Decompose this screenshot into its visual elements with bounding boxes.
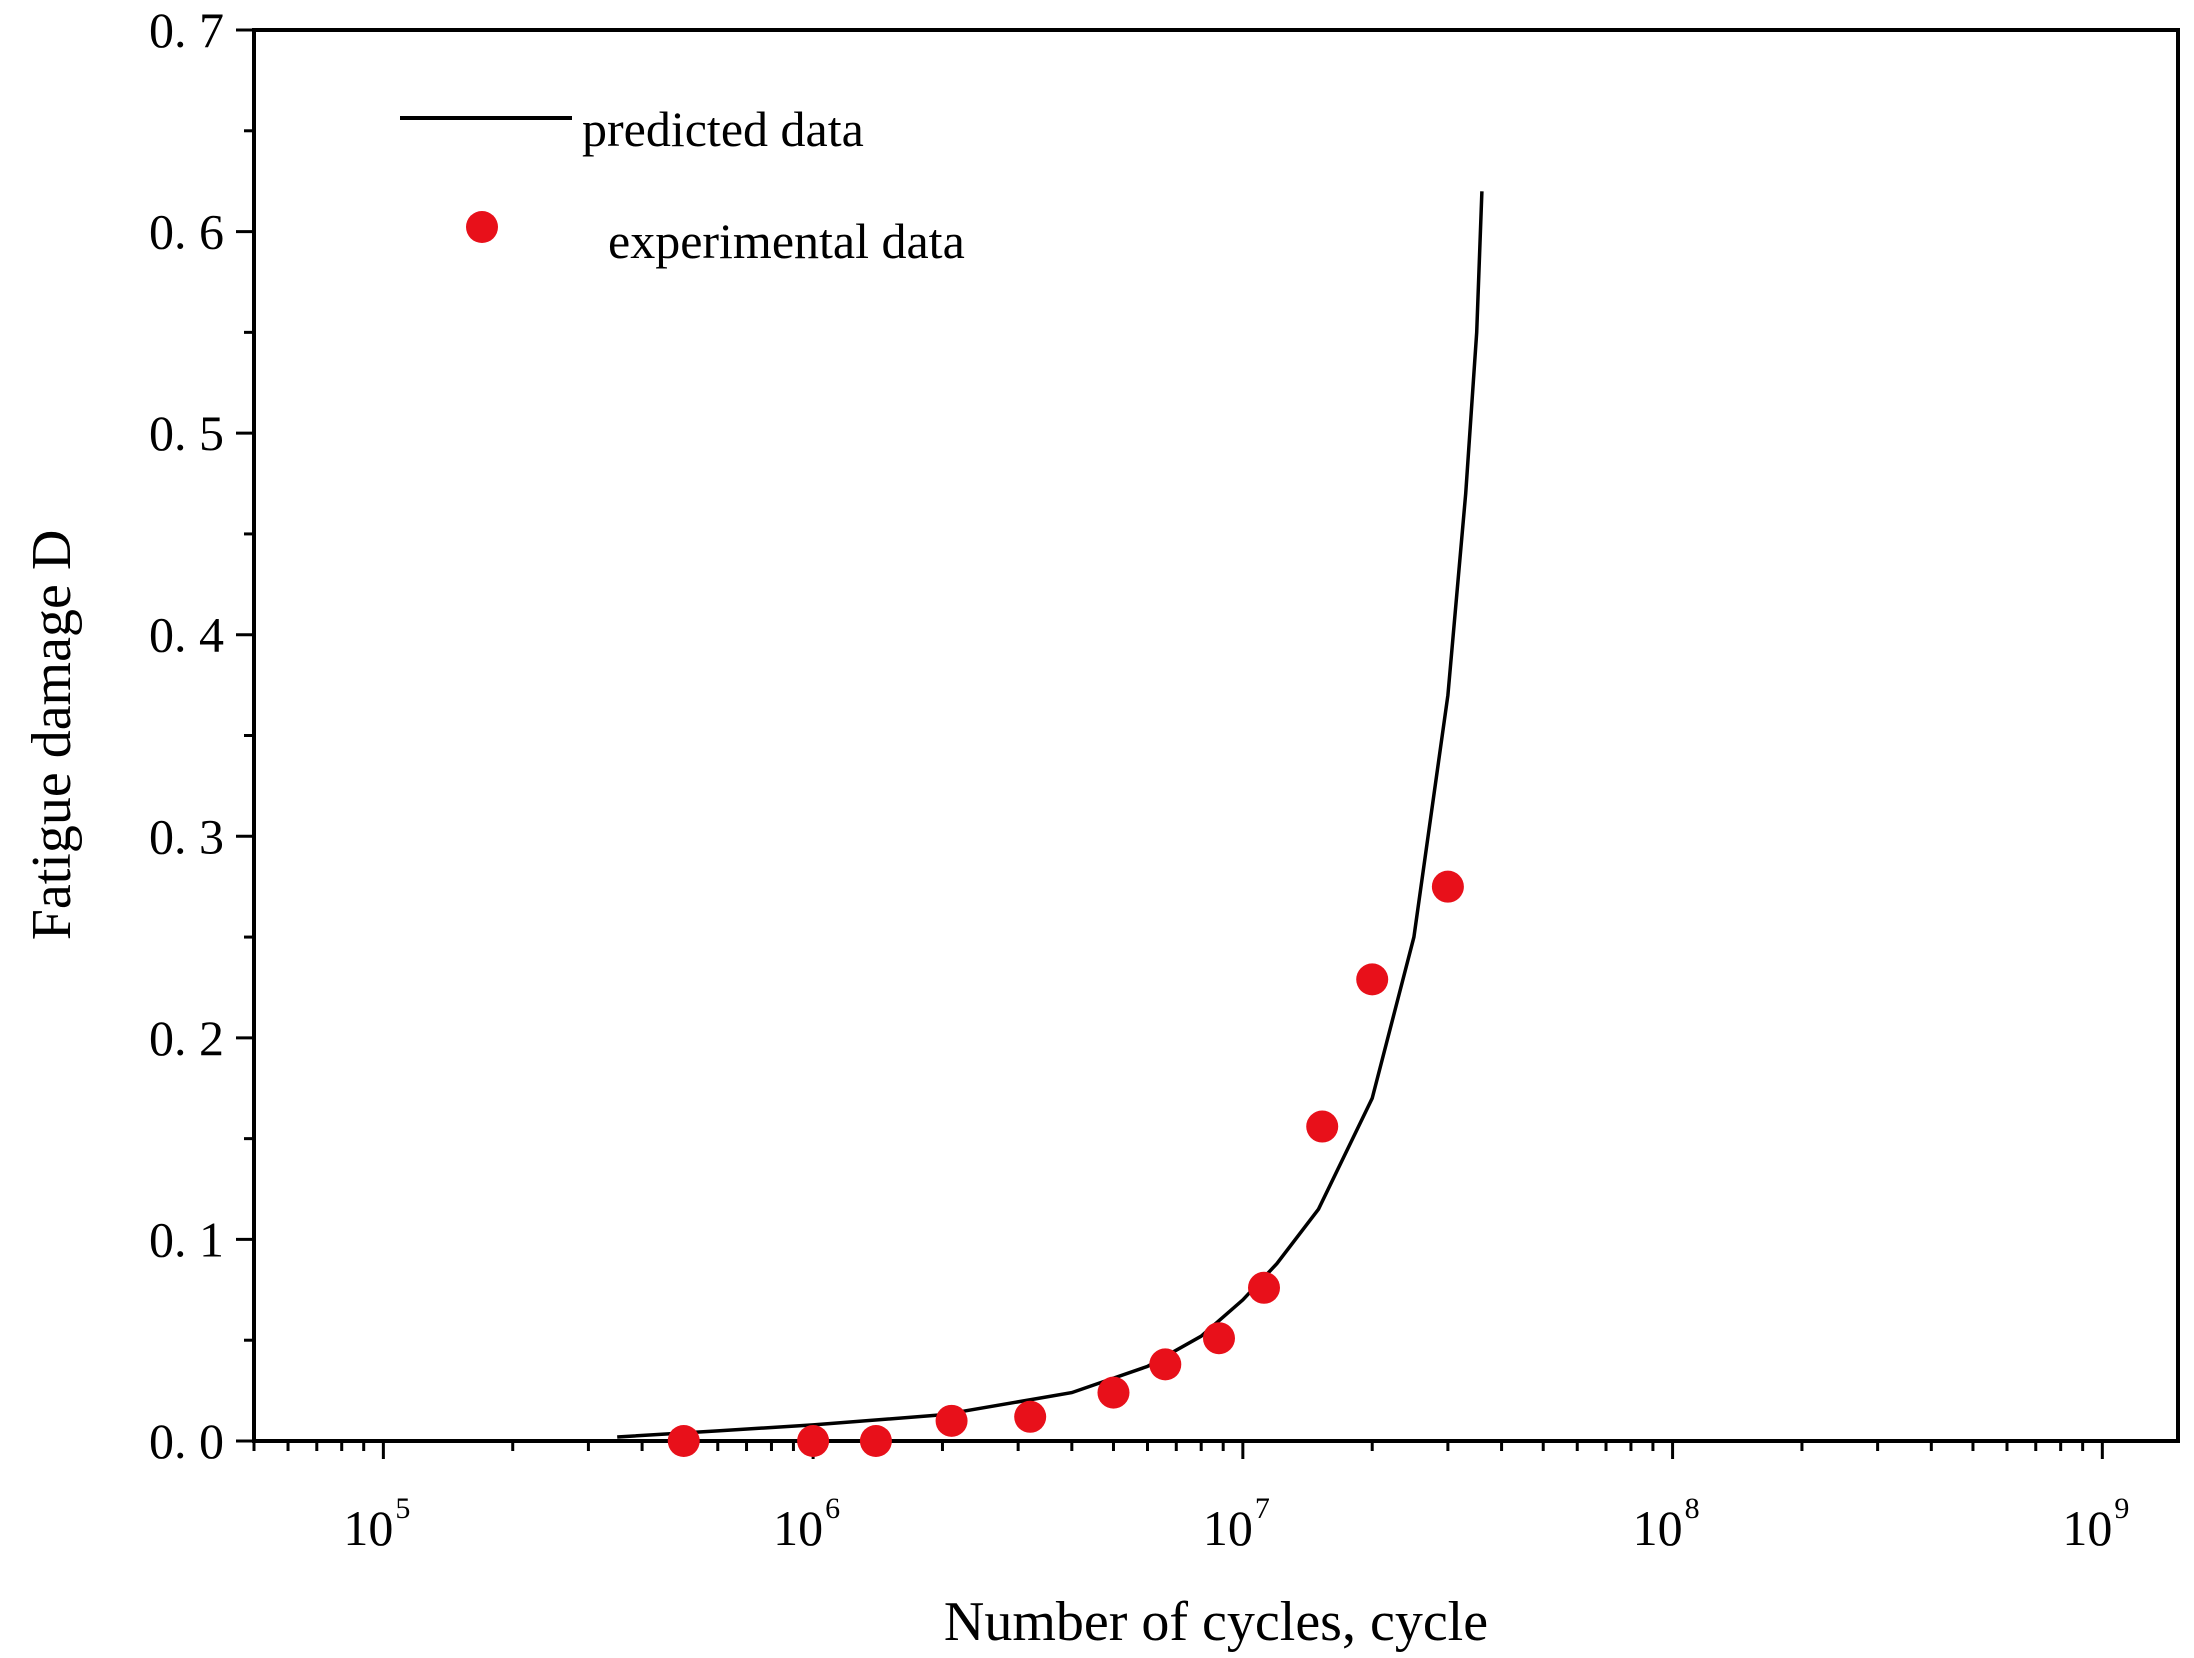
y-tick-label: 0. 7 (149, 2, 224, 58)
experimental-data-point (667, 1425, 700, 1457)
experimental-data-point (1014, 1400, 1047, 1433)
experimental-data-point (935, 1404, 968, 1437)
x-tick-label: 10 9 (2062, 1492, 2129, 1556)
x-tick-label: 10 8 (1633, 1492, 1700, 1556)
experimental-data-point (797, 1425, 830, 1457)
series-layer (617, 191, 1484, 1457)
experimental-data-point (1202, 1322, 1235, 1355)
experimental-data-point (1247, 1271, 1280, 1304)
y-tick-label: 0. 0 (149, 1413, 224, 1469)
x-tick-base: 10 (1203, 1500, 1253, 1556)
x-tick-base: 10 (343, 1500, 393, 1556)
axis-ticks (236, 28, 2104, 1459)
experimental-data-point (1356, 963, 1389, 996)
y-tick-label: 0. 6 (149, 204, 224, 260)
y-axis-tick-labels: 0. 0 0. 1 0. 2 0. 3 0. 4 0. 5 0. 6 0. 7 (149, 2, 224, 1469)
legend: predicted data experimental data (400, 101, 965, 269)
experimental-data-point (859, 1425, 892, 1457)
x-tick-base: 10 (2062, 1500, 2112, 1556)
y-axis-title: Fatigue damage D (21, 530, 83, 941)
x-axis-title: Number of cycles, cycle (944, 1591, 1488, 1653)
x-tick-base: 10 (773, 1500, 823, 1556)
y-tick-label: 0. 4 (149, 607, 224, 663)
x-tick-exponent: 7 (1255, 1492, 1270, 1525)
experimental-data-point (1431, 870, 1464, 903)
x-tick-exponent: 5 (395, 1492, 410, 1525)
legend-label-predicted: predicted data (582, 101, 864, 157)
x-tick-label: 10 5 (343, 1492, 410, 1556)
y-tick-label: 0. 5 (149, 405, 224, 461)
x-tick-exponent: 9 (2114, 1492, 2129, 1525)
y-tick-label: 0. 2 (149, 1010, 224, 1066)
x-axis-tick-labels: 10 5 10 6 10 7 10 8 10 9 (343, 1492, 2129, 1556)
x-tick-exponent: 8 (1685, 1492, 1700, 1525)
x-tick-base: 10 (1633, 1500, 1683, 1556)
x-tick-exponent: 6 (825, 1492, 840, 1525)
y-tick-label: 0. 3 (149, 808, 224, 864)
y-tick-label: 0. 1 (149, 1211, 224, 1267)
experimental-data-point (1097, 1376, 1130, 1409)
experimental-data-point (1149, 1348, 1182, 1381)
experimental-data-point (1306, 1110, 1339, 1143)
x-tick-label: 10 6 (773, 1492, 840, 1556)
x-tick-label: 10 7 (1203, 1492, 1270, 1556)
legend-marker-experimental (466, 211, 498, 243)
plot-frame (252, 28, 2180, 1443)
predicted-data-line (617, 191, 1484, 1439)
legend-label-experimental: experimental data (608, 213, 965, 269)
